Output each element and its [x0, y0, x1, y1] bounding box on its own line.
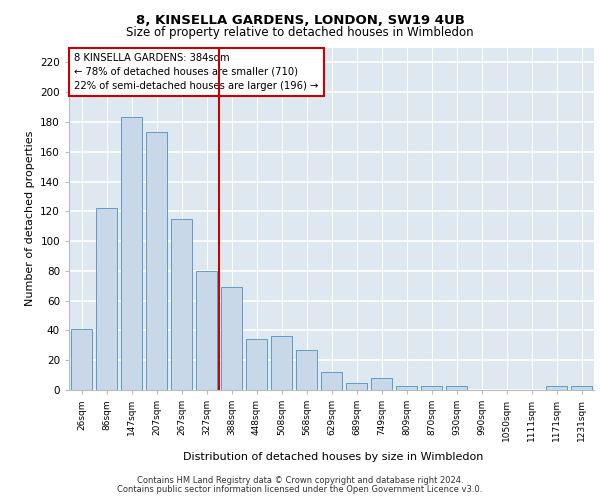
Bar: [346, 382, 367, 390]
Bar: [271, 336, 292, 390]
Bar: [96, 208, 117, 390]
Bar: [571, 386, 592, 390]
Text: 8 KINSELLA GARDENS: 384sqm
← 78% of detached houses are smaller (710)
22% of sem: 8 KINSELLA GARDENS: 384sqm ← 78% of deta…: [74, 52, 319, 90]
Text: Contains HM Land Registry data © Crown copyright and database right 2024.: Contains HM Land Registry data © Crown c…: [137, 476, 463, 485]
Bar: [196, 271, 217, 390]
Bar: [121, 118, 142, 390]
Text: Size of property relative to detached houses in Wimbledon: Size of property relative to detached ho…: [126, 26, 474, 39]
Bar: [396, 386, 417, 390]
Bar: [221, 287, 242, 390]
Bar: [371, 378, 392, 390]
Bar: [321, 372, 342, 390]
Bar: [421, 386, 442, 390]
Text: Distribution of detached houses by size in Wimbledon: Distribution of detached houses by size …: [183, 452, 483, 462]
Text: 8, KINSELLA GARDENS, LONDON, SW19 4UB: 8, KINSELLA GARDENS, LONDON, SW19 4UB: [136, 14, 464, 27]
Bar: [446, 386, 467, 390]
Bar: [146, 132, 167, 390]
Bar: [296, 350, 317, 390]
Bar: [246, 340, 267, 390]
Bar: [171, 219, 192, 390]
Bar: [71, 329, 92, 390]
Text: Contains public sector information licensed under the Open Government Licence v3: Contains public sector information licen…: [118, 485, 482, 494]
Y-axis label: Number of detached properties: Number of detached properties: [25, 131, 35, 306]
Bar: [546, 386, 567, 390]
